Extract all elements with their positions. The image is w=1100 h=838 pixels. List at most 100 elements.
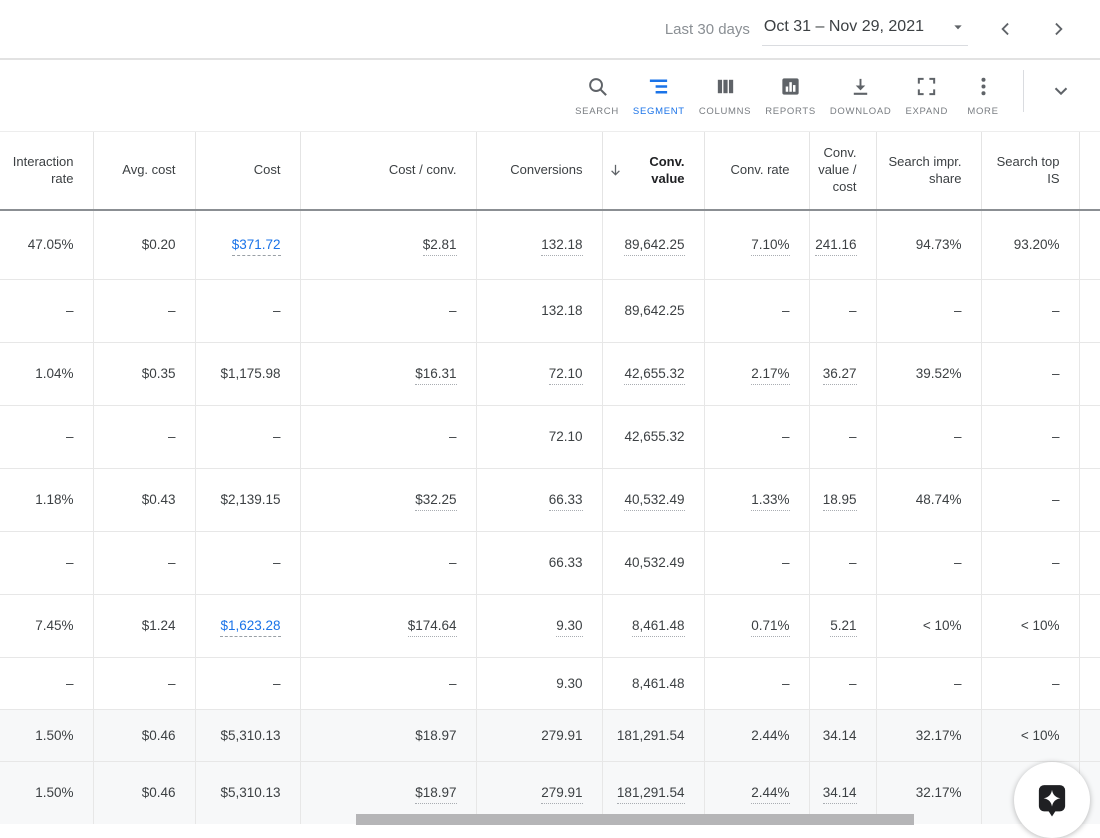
table-cell: 8,461.48 bbox=[601, 593, 704, 657]
toolbar-download-button[interactable]: DOWNLOAD bbox=[823, 71, 899, 121]
metric-value: – bbox=[1051, 303, 1060, 318]
table-cell: – bbox=[194, 530, 300, 594]
column-label: Conversions bbox=[510, 162, 583, 178]
next-period-button[interactable] bbox=[1044, 15, 1072, 43]
metric-value: – bbox=[448, 303, 457, 318]
metric-value-tooltip: $2.81 bbox=[422, 237, 457, 257]
col-header-conv-value[interactable]: Conv. value bbox=[601, 132, 704, 211]
col-header-conversions[interactable]: Conversions bbox=[475, 132, 602, 211]
col-header-conv-rate[interactable]: Conv. rate bbox=[703, 132, 809, 211]
metric-value-link[interactable]: $1,623.28 bbox=[220, 618, 281, 637]
table-cell: – bbox=[92, 404, 195, 468]
col-header-conv-value-cost[interactable]: Conv. value / cost bbox=[808, 132, 876, 211]
table-cell: 132.18 bbox=[475, 210, 602, 279]
table-cell: – bbox=[980, 404, 1079, 468]
table-cell: – bbox=[194, 656, 300, 709]
table-cell: – bbox=[980, 467, 1079, 531]
column-label: Cost bbox=[253, 162, 281, 178]
table-cell: 7.45% bbox=[0, 593, 93, 657]
toolbar-columns-button[interactable]: COLUMNS bbox=[692, 71, 758, 121]
metric-value: 181,291.54 bbox=[616, 727, 685, 743]
table-cell: 2.44% bbox=[703, 708, 809, 761]
table-cell: 1.50% bbox=[0, 760, 93, 824]
scrollbar-thumb[interactable] bbox=[356, 814, 914, 825]
table-cell: – bbox=[0, 656, 93, 709]
table-cell: 72.10 bbox=[475, 404, 602, 468]
toolbar-reports-button[interactable]: REPORTS bbox=[758, 71, 823, 121]
metric-value: – bbox=[953, 429, 962, 444]
metric-value-tooltip: 132.18 bbox=[541, 237, 583, 257]
metric-value-tooltip: $174.64 bbox=[407, 618, 457, 637]
metric-value: – bbox=[167, 429, 176, 444]
metric-value: 1.50% bbox=[35, 727, 74, 743]
toolbar-search-button[interactable]: SEARCH bbox=[568, 71, 626, 121]
date-range-picker[interactable]: Oct 31 – Nov 29, 2021 bbox=[761, 12, 968, 46]
col-header-cost-conv[interactable]: Cost / conv. bbox=[299, 132, 476, 211]
table-row: – – – – 132.18 89,642.25 – – – – bbox=[0, 278, 1100, 342]
col-header-search-impr-share[interactable]: Search impr. share bbox=[875, 132, 981, 211]
metric-value: 93.20% bbox=[1013, 237, 1060, 253]
table-cell: $18.97 bbox=[299, 760, 476, 824]
metric-value: – bbox=[448, 429, 457, 444]
table-cell: – bbox=[0, 278, 93, 342]
metric-value: < 10% bbox=[1020, 727, 1060, 743]
metric-value: – bbox=[781, 675, 790, 691]
metric-value: – bbox=[848, 303, 857, 318]
toolbar-item-label: SEGMENT bbox=[632, 105, 685, 117]
metric-value: – bbox=[1051, 366, 1060, 381]
metric-value: 8,461.48 bbox=[631, 675, 685, 691]
toolbar-item-label: SEARCH bbox=[575, 105, 619, 117]
toolbar-item-label: REPORTS bbox=[765, 105, 816, 117]
table-row: 7.45% $1.24 $1,623.28 $174.64 9.30 8,461.48 0.… bbox=[0, 593, 1100, 657]
table-cell: 2.17% bbox=[703, 341, 809, 405]
table-cell: – bbox=[194, 278, 300, 342]
date-range-bar: Last 30 days Oct 31 – Nov 29, 2021 bbox=[0, 0, 1100, 60]
table-cell: – bbox=[980, 530, 1079, 594]
expand-icon bbox=[915, 75, 938, 99]
metric-value: – bbox=[781, 429, 790, 444]
table-cell: < 10% bbox=[980, 593, 1079, 657]
toolbar-expand-button[interactable]: EXPAND bbox=[898, 71, 955, 121]
toolbar-segment-button[interactable]: SEGMENT bbox=[626, 71, 692, 121]
table-cell: 36.27 bbox=[808, 341, 876, 405]
metric-value: $5,310.13 bbox=[220, 727, 281, 743]
column-label: Avg. cost bbox=[122, 162, 176, 178]
metric-value-tooltip: 18.95 bbox=[822, 492, 857, 511]
collapse-toolbar-button[interactable] bbox=[1036, 72, 1086, 110]
metric-value: 7.45% bbox=[35, 618, 74, 633]
metric-value: 66.33 bbox=[548, 555, 583, 570]
column-label: Search top IS bbox=[996, 153, 1060, 186]
horizontal-scrollbar[interactable] bbox=[0, 813, 1100, 825]
metric-value-tooltip: 2.17% bbox=[751, 366, 790, 385]
metrics-table: Interaction rate Avg. cost Cost Cost / conv… bbox=[0, 132, 1100, 824]
toolbar-items: SEARCH SEGMENT COLUMNS REPORTS DOWNLOAD EXPAN… bbox=[568, 71, 1011, 121]
table-cell: – bbox=[808, 278, 876, 342]
metric-value: – bbox=[781, 555, 790, 570]
table-cell: $0.46 bbox=[92, 708, 195, 761]
col-header-avg-cost[interactable]: Avg. cost bbox=[92, 132, 195, 211]
metric-value: – bbox=[65, 555, 74, 570]
table-cell: – bbox=[299, 656, 476, 709]
table-cell: 40,532.49 bbox=[601, 467, 704, 531]
col-header-interaction-rate[interactable]: Interaction rate bbox=[0, 132, 93, 211]
metric-value: 42,655.32 bbox=[624, 429, 685, 444]
metric-value: 89,642.25 bbox=[624, 303, 685, 318]
feedback-chat-button[interactable] bbox=[1014, 762, 1090, 838]
table-cell: 42,655.32 bbox=[601, 341, 704, 405]
metric-value-tooltip: $32.25 bbox=[415, 492, 457, 511]
table-row: 1.18% $0.43 $2,139.15 $32.25 66.33 40,532.49 1… bbox=[0, 467, 1100, 531]
chevron-right-icon bbox=[1048, 19, 1068, 39]
col-header-search-top-is[interactable]: Search top IS bbox=[980, 132, 1079, 211]
column-label: Search impr. share bbox=[888, 153, 962, 186]
metric-value: – bbox=[272, 429, 281, 444]
metric-value: $0.46 bbox=[141, 785, 176, 801]
table-cell: – bbox=[0, 530, 93, 594]
table-row: 47.05% $0.20 $371.72 $2.81 132.18 89,642.25 7.… bbox=[0, 210, 1100, 279]
toolbar-more-button[interactable]: MORE bbox=[955, 71, 1011, 121]
col-header-cost[interactable]: Cost bbox=[194, 132, 300, 211]
table-cell: $0.20 bbox=[92, 210, 195, 279]
previous-period-button[interactable] bbox=[992, 15, 1020, 43]
table-cell: 9.30 bbox=[475, 593, 602, 657]
metric-value-link[interactable]: $371.72 bbox=[231, 237, 281, 257]
metric-value-tooltip: 42,655.32 bbox=[624, 366, 685, 385]
